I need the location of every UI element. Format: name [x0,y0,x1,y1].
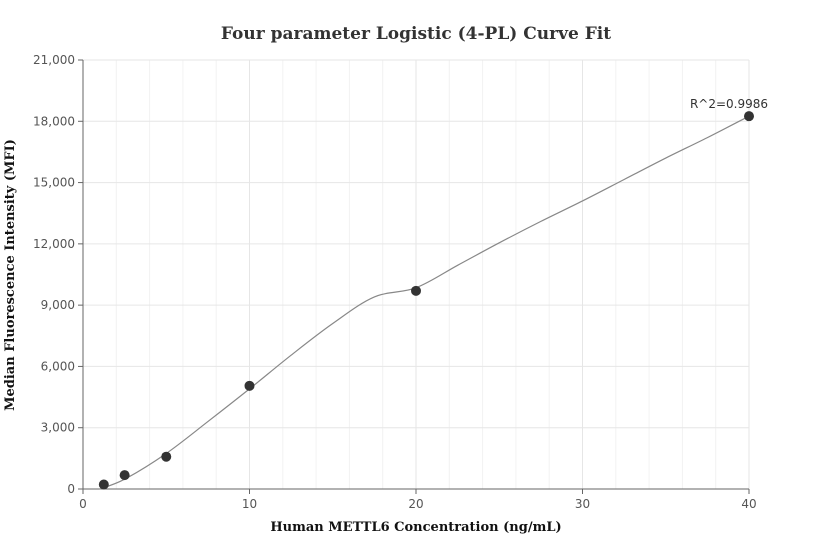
y-tick-label: 12,000 [33,237,75,251]
data-point [161,451,172,462]
x-tick-label: 10 [242,497,257,511]
y-axis-title: Median Fluorescence Intensity (MFI) [3,139,18,411]
y-tick-label: 21,000 [33,53,75,67]
x-tick-label: 30 [575,497,590,511]
y-tick-label: 9,000 [41,298,75,312]
x-tick-label: 20 [408,497,423,511]
data-point [98,479,109,490]
grid-lines [83,59,750,489]
x-axis-title: Human METTL6 Concentration (ng/mL) [270,520,561,535]
axes [78,59,750,494]
data-point [411,285,421,296]
x-tick-label: 40 [741,497,756,511]
data-points [98,111,754,490]
y-tick-label: 3,000 [41,421,75,435]
chart-title: Four parameter Logistic (4-PL) Curve Fit [221,24,611,44]
y-tick-label: 0 [67,482,75,496]
y-tick-label: 18,000 [33,114,75,128]
x-tick-label: 0 [79,497,87,511]
tick-labels: 0 3,000 6,000 9,000 12,000 15,000 18,000 21,000… [33,53,757,511]
y-tick-label: 15,000 [33,176,75,190]
y-tick-label: 6,000 [41,359,75,373]
data-point [244,380,255,391]
data-point [744,111,754,122]
data-point [119,470,130,481]
r-squared-annotation: R^2=0.9986 [690,97,768,111]
fit-curve-line [99,115,750,490]
